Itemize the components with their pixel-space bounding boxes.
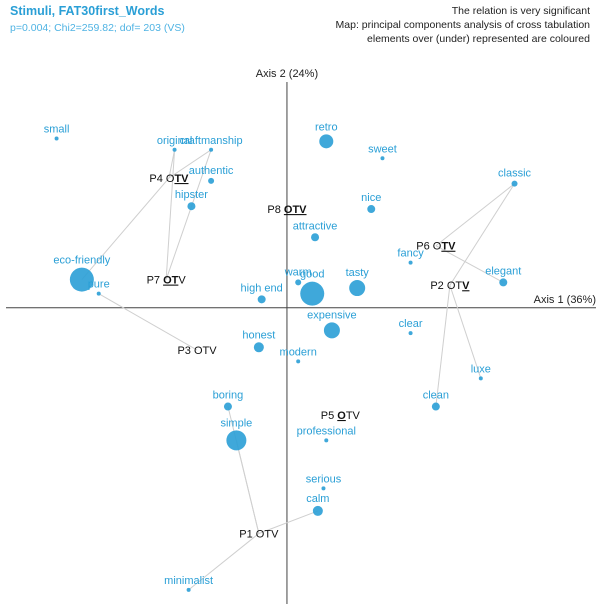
word-label: pure [88,279,110,291]
word-label: serious [306,473,342,485]
word-label: small [44,124,70,136]
word-point [311,233,320,242]
word-point [511,180,518,187]
word-label: luxe [471,363,491,375]
word-label: clear [399,318,423,330]
word-point [349,280,366,297]
word-point [296,359,301,364]
word-label: simple [220,417,252,429]
link-line [168,149,176,179]
word-point [408,260,413,265]
word-point [226,430,247,451]
word-point [323,322,340,339]
word-point [321,486,326,491]
word-point [324,438,329,443]
word-label: honest [242,329,275,341]
product-label: P2 OTV [430,280,470,292]
link-line [449,183,515,286]
link-line [168,149,212,179]
link-line [165,149,212,280]
chart-stats: p=0.004; Chi2=259.82; dof= 203 (VS) [10,22,185,34]
word-point [209,147,214,152]
word-point [380,156,385,161]
word-point [253,342,264,353]
word-label: classic [498,168,532,180]
y-axis-label: Axis 2 (24%) [256,68,318,80]
product-label: P8 OTV [267,204,307,216]
link-line [435,245,504,283]
link-line [81,177,170,280]
word-point [431,402,440,411]
word-label: hipster [175,189,208,201]
word-label: high end [241,282,283,294]
word-point [172,147,177,152]
link-line [258,510,319,534]
word-point [54,136,59,141]
word-label: expensive [307,309,357,321]
word-label: calm [306,493,329,505]
chart-title: Stimuli, FAT30first_Words [10,4,165,18]
product-label: P7 OTV [147,275,187,287]
word-label: eco-friendly [53,255,110,267]
link-line [235,440,260,534]
product-label: P3 OTV [177,345,217,357]
word-point [499,278,508,287]
word-label: clean [423,390,449,402]
word-label: warm [284,266,312,278]
word-point [408,331,413,336]
link-line [435,183,515,247]
word-point [187,202,196,211]
product-label: P4 OTV [149,173,189,185]
link-line [449,285,482,379]
word-label: modern [280,346,317,358]
link-line [435,285,451,407]
link-line [165,149,176,280]
word-label: authentic [189,165,234,177]
word-label: attractive [293,220,338,232]
word-point [69,267,94,292]
word-label: boring [213,390,244,402]
word-point [223,402,232,411]
note-line-1: The relation is very significant [451,5,590,17]
link-line [98,293,198,351]
word-point [186,587,191,592]
x-axis-label: Axis 1 (36%) [534,294,596,306]
word-point [208,177,215,184]
word-point [300,281,325,306]
word-point [319,134,334,149]
word-label: fancy [397,248,424,260]
word-point [478,376,483,381]
link-lines [81,149,515,591]
word-point [367,205,376,214]
note-line-2: Map: principal components analysis of cr… [335,19,590,31]
note-line-3: elements over (under) represented are co… [367,33,590,45]
product-label: P6 OTV [416,241,456,253]
word-label: retro [315,121,338,133]
word-point [257,295,266,304]
word-label: minimalist [164,575,213,587]
word-label: professional [297,425,356,437]
word-label: nice [361,192,381,204]
word-label: good [300,269,324,281]
word-label: craftmanship [180,135,243,147]
word-point [96,291,101,296]
word-point [312,505,323,516]
word-label: elegant [485,265,521,277]
chart-notes: The relation is very significant Map: pr… [336,4,590,46]
product-label: P1 OTV [239,528,279,540]
word-label: tasty [346,267,370,279]
link-line [188,533,260,591]
product-label: P5 OTV [321,410,361,422]
word-point [295,279,302,286]
word-label: sweet [368,143,397,155]
word-label: original [157,135,192,147]
